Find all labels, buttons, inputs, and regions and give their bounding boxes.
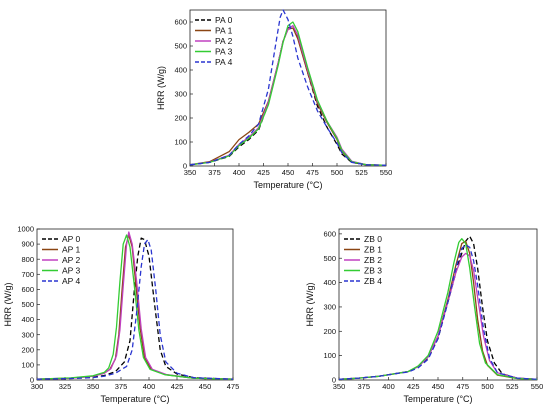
y-tick-label: 600 xyxy=(21,285,34,294)
y-tick-label: 200 xyxy=(323,327,336,336)
x-axis-label: Temperature (°C) xyxy=(253,180,322,190)
x-tick-label: 350 xyxy=(184,168,197,177)
series-line-ap-3 xyxy=(36,234,234,380)
x-tick-label: 325 xyxy=(59,382,72,391)
x-tick-label: 375 xyxy=(357,382,370,391)
x-tick-label: 500 xyxy=(331,168,344,177)
x-tick-label: 400 xyxy=(382,382,395,391)
legend-label: ZB 2 xyxy=(364,255,382,265)
y-tick-label: 0 xyxy=(332,376,336,385)
x-tick-label: 450 xyxy=(432,382,445,391)
x-tick-label: 300 xyxy=(31,382,44,391)
series-line-zb-3 xyxy=(338,238,538,380)
y-tick-label: 600 xyxy=(323,229,336,238)
x-tick-label: 400 xyxy=(233,168,246,177)
y-tick-label: 400 xyxy=(323,278,336,287)
legend-label: PA 2 xyxy=(215,36,233,46)
legend-label: ZB 3 xyxy=(364,266,382,276)
x-tick-label: 525 xyxy=(506,382,519,391)
x-tick-label: 350 xyxy=(87,382,100,391)
legend-label: PA 1 xyxy=(215,26,233,36)
y-tick-label: 800 xyxy=(21,255,34,264)
y-tick-label: 900 xyxy=(21,240,34,249)
x-tick-label: 450 xyxy=(199,382,212,391)
series-line-pa-4 xyxy=(189,9,387,166)
legend-label: PA 0 xyxy=(215,15,233,25)
y-axis-label: HRR (W/g) xyxy=(305,283,315,327)
x-tick-label: 375 xyxy=(208,168,221,177)
y-tick-label: 0 xyxy=(30,376,34,385)
y-tick-label: 600 xyxy=(174,18,187,27)
x-tick-label: 450 xyxy=(282,168,295,177)
y-tick-label: 100 xyxy=(174,138,187,147)
y-tick-label: 200 xyxy=(174,114,187,123)
y-tick-label: 400 xyxy=(174,66,187,75)
legend-label: AP 0 xyxy=(62,234,81,244)
y-tick-label: 500 xyxy=(323,254,336,263)
y-tick-label: 100 xyxy=(323,351,336,360)
y-tick-label: 300 xyxy=(323,303,336,312)
y-axis-label: HRR (W/g) xyxy=(3,283,13,327)
y-tick-label: 300 xyxy=(21,330,34,339)
x-tick-label: 550 xyxy=(380,168,393,177)
x-tick-label: 500 xyxy=(481,382,494,391)
y-tick-label: 200 xyxy=(21,345,34,354)
y-tick-label: 700 xyxy=(21,270,34,279)
x-tick-label: 350 xyxy=(333,382,346,391)
legend-label: PA 3 xyxy=(215,47,233,57)
y-tick-label: 300 xyxy=(174,90,187,99)
x-tick-label: 525 xyxy=(355,168,368,177)
y-tick-label: 500 xyxy=(174,42,187,51)
x-tick-label: 475 xyxy=(306,168,319,177)
x-tick-label: 475 xyxy=(227,382,240,391)
legend-label: ZB 1 xyxy=(364,245,382,255)
series-line-zb-0 xyxy=(338,235,538,380)
legend-label: PA 4 xyxy=(215,57,233,67)
y-tick-label: 400 xyxy=(21,315,34,324)
chart-zb: 350 375 400 425 450 475 500 525 550 0 100 200 300 400… xyxy=(305,228,544,404)
legend-label: AP 3 xyxy=(62,266,81,276)
x-tick-label: 475 xyxy=(456,382,469,391)
legend-label: ZB 0 xyxy=(364,234,382,244)
legend-label: ZB 4 xyxy=(364,276,382,286)
x-tick-label: 425 xyxy=(257,168,270,177)
x-tick-label: 550 xyxy=(531,382,544,391)
chart-pa: 350 375 400 425 450 475 500 525 550 0 100 200 300 400… xyxy=(156,9,393,190)
y-tick-label: 0 xyxy=(183,162,187,171)
chart-ap: 300 325 350 375 400 425 450 475 0 100 200 300 400 500… xyxy=(3,225,239,404)
legend-label: AP 4 xyxy=(62,276,81,286)
legend: ZB 0ZB 1ZB 2ZB 3ZB 4 xyxy=(344,234,382,286)
series-line-ap-4 xyxy=(36,238,234,380)
y-tick-label: 1000 xyxy=(17,225,34,234)
series-line-pa-3 xyxy=(189,21,387,166)
legend-label: AP 1 xyxy=(62,245,81,255)
legend: PA 0PA 1PA 2PA 3PA 4 xyxy=(195,15,233,67)
x-tick-label: 400 xyxy=(143,382,156,391)
y-axis-label: HRR (W/g) xyxy=(156,66,166,110)
y-tick-label: 500 xyxy=(21,300,34,309)
x-axis-label: Temperature (°C) xyxy=(100,394,169,404)
legend: AP 0AP 1AP 2AP 3AP 4 xyxy=(42,234,81,286)
y-tick-label: 100 xyxy=(21,361,34,370)
x-axis-label: Temperature (°C) xyxy=(403,394,472,404)
legend-label: AP 2 xyxy=(62,255,81,265)
x-tick-label: 375 xyxy=(115,382,128,391)
x-tick-label: 425 xyxy=(171,382,184,391)
x-tick-label: 425 xyxy=(407,382,420,391)
